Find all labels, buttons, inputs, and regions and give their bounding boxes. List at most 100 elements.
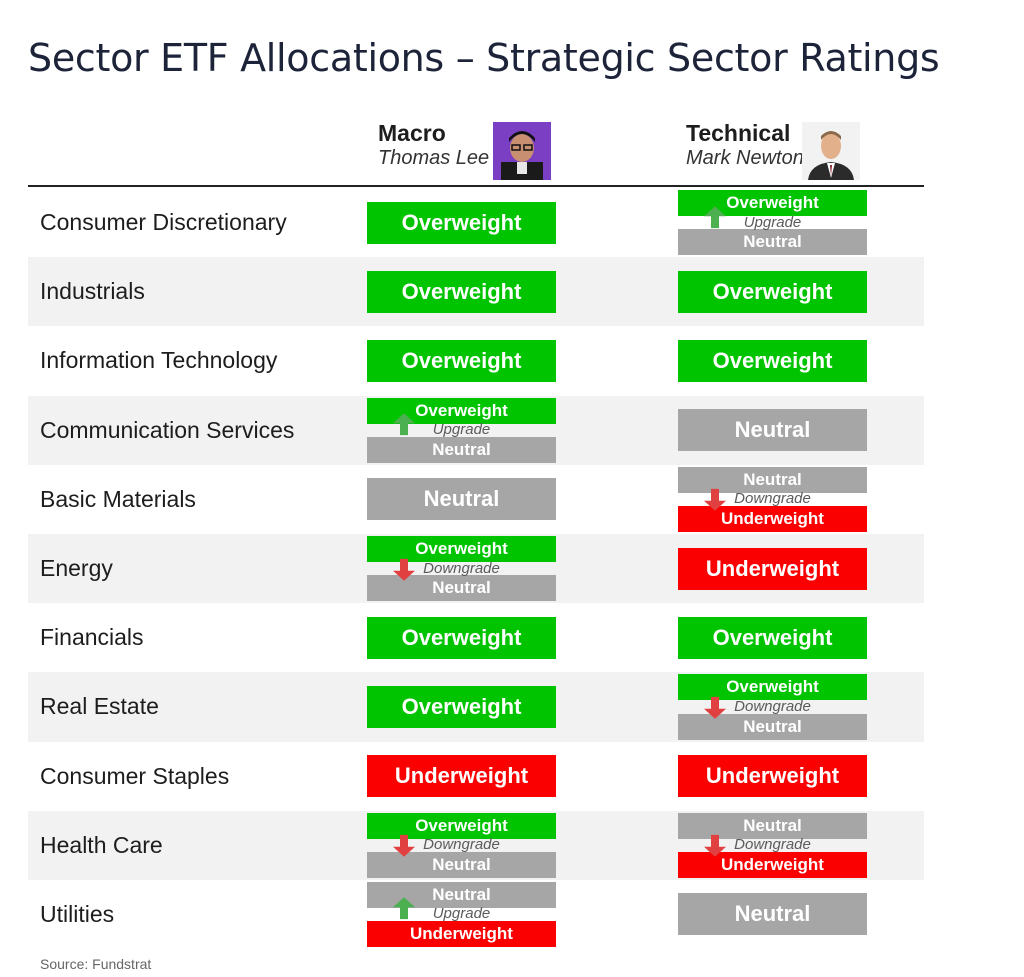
macro-rating-bottom: Neutral: [367, 575, 556, 602]
technical-rating-badge: Overweight: [678, 270, 867, 313]
macro-rating-badge: Overweight: [367, 339, 556, 382]
sector-label: Financials: [40, 624, 144, 651]
macro-rating-cell: Overweight: [367, 603, 556, 672]
technical-rating-bottom: Underweight: [678, 851, 867, 878]
sector-label: Health Care: [40, 831, 163, 858]
sector-label: Communication Services: [40, 416, 295, 443]
macro-rating-cell: Overweight Neutral Downgrade: [367, 811, 556, 880]
technical-rating-cell: Neutral Underweight Downgrade: [678, 465, 867, 534]
technical-rating-badge: Neutral: [678, 409, 867, 452]
macro-rating-cell: Neutral: [367, 465, 556, 534]
technical-rating-cell: Overweight: [678, 326, 867, 395]
technical-rating-cell: Underweight: [678, 534, 867, 603]
table-row: Energy Overweight Neutral Downgrade Underwei…: [28, 533, 924, 604]
arrow-down-icon: [704, 835, 726, 862]
arrow-down-icon: [393, 558, 415, 585]
technical-rating-bottom: Neutral: [678, 229, 867, 256]
macro-rating-badge: Overweight: [367, 685, 556, 728]
macro-rating-cell: Overweight Neutral Upgrade: [367, 396, 556, 465]
macro-rating-change: Downgrade: [423, 836, 500, 854]
arrow-up-icon: [393, 897, 415, 925]
arrow-up-icon: [393, 413, 415, 440]
macro-column-title: Macro: [378, 120, 446, 146]
technical-rating-change: Downgrade: [734, 490, 811, 508]
macro-rating-cell: Overweight Neutral Downgrade: [367, 534, 556, 603]
technical-rating-top: Overweight: [678, 674, 867, 701]
technical-rating-bottom: Underweight: [678, 505, 867, 532]
table-row: Health Care Overweight Neutral Downgrade Neu…: [28, 810, 924, 880]
macro-rating-cell: Overweight: [367, 188, 556, 257]
macro-rating-cell: Underweight: [367, 742, 556, 811]
macro-rating-bottom: Underweight: [367, 921, 556, 948]
table-row: Communication Services Overweight Neutral U…: [28, 395, 924, 465]
table-row: Consumer Staples Underweight Underweight: [28, 742, 924, 811]
technical-rating-cell: Underweight: [678, 742, 867, 811]
technical-rating-change: Downgrade: [734, 836, 811, 854]
technical-rating-bottom: Neutral: [678, 713, 867, 740]
table-row: Financials Overweight Overweight: [28, 603, 924, 672]
ratings-table: Consumer Discretionary Overweight Overweig…: [28, 188, 924, 949]
macro-column-header: Macro Thomas Lee: [378, 120, 558, 182]
macro-rating-cell: Overweight: [367, 672, 556, 741]
macro-rating-badge: Neutral: [367, 478, 556, 521]
table-row: Consumer Discretionary Overweight Overweig…: [28, 188, 924, 257]
sector-label: Basic Materials: [40, 485, 196, 512]
technical-rating-badge: Overweight: [678, 339, 867, 382]
source-note: Source: Fundstrat: [40, 956, 152, 972]
sector-label: Real Estate: [40, 693, 159, 720]
technical-rating-cell: Overweight: [678, 257, 867, 326]
technical-rating-top: Neutral: [678, 466, 867, 493]
technical-rating-top: Overweight: [678, 190, 867, 216]
arrow-down-icon: [704, 696, 726, 724]
sector-label: Utilities: [40, 900, 115, 927]
technical-rating-top: Neutral: [678, 812, 867, 839]
macro-rating-change: Downgrade: [423, 559, 500, 577]
table-row: Information Technology Overweight Overweig…: [28, 326, 924, 395]
technical-rating-cell: Neutral: [678, 396, 867, 465]
macro-rating-cell: Overweight: [367, 326, 556, 395]
sector-label: Industrials: [40, 278, 145, 305]
arrow-down-icon: [393, 835, 415, 862]
technical-rating-badge: Underweight: [678, 547, 867, 590]
sector-label: Information Technology: [40, 347, 278, 374]
table-row: Basic Materials Neutral Neutral Underweight…: [28, 465, 924, 534]
technical-analyst-name: Mark Newton: [686, 147, 804, 169]
technical-rating-cell: Overweight Neutral Upgrade: [678, 188, 867, 257]
technical-rating-badge: Underweight: [678, 755, 867, 798]
technical-rating-cell: Neutral Underweight Downgrade: [678, 811, 867, 880]
table-row: Industrials Overweight Overweight: [28, 257, 924, 327]
macro-rating-top: Overweight: [367, 812, 556, 839]
arrow-down-icon: [704, 489, 726, 516]
macro-rating-change: Upgrade: [432, 905, 491, 923]
technical-column-title: Technical: [686, 120, 791, 146]
macro-rating-cell: Overweight: [367, 257, 556, 326]
macro-rating-badge: Underweight: [367, 755, 556, 798]
macro-rating-bottom: Neutral: [367, 436, 556, 463]
technical-rating-badge: Neutral: [678, 893, 867, 936]
page-title: Sector ETF Allocations – Strategic Secto…: [28, 36, 940, 80]
macro-rating-badge: Overweight: [367, 616, 556, 659]
table-row: Utilities Neutral Underweight Upgrade Neutra…: [28, 880, 924, 949]
technical-rating-change: Downgrade: [734, 697, 811, 715]
sector-label: Energy: [40, 555, 113, 582]
macro-rating-badge: Overweight: [367, 270, 556, 313]
macro-analyst-name: Thomas Lee: [378, 147, 490, 169]
technical-rating-change: Upgrade: [743, 213, 802, 231]
technical-analyst-avatar: [802, 122, 860, 180]
technical-rating-cell: Neutral: [678, 880, 867, 949]
technical-rating-cell: Overweight Neutral Downgrade: [678, 672, 867, 741]
macro-rating-change: Upgrade: [432, 421, 491, 439]
arrow-up-icon: [704, 205, 726, 233]
header-rule: [28, 185, 924, 187]
macro-analyst-avatar: [493, 122, 551, 180]
macro-rating-cell: Neutral Underweight Upgrade: [367, 880, 556, 949]
macro-rating-badge: Overweight: [367, 201, 556, 244]
sector-label: Consumer Discretionary: [40, 209, 287, 236]
technical-rating-cell: Overweight: [678, 603, 867, 672]
sector-label: Consumer Staples: [40, 762, 230, 789]
technical-column-header: Technical Mark Newton: [686, 120, 866, 182]
table-row: Real Estate Overweight Overweight Neutral Do…: [28, 672, 924, 742]
macro-rating-top: Overweight: [367, 535, 556, 562]
macro-rating-bottom: Neutral: [367, 851, 556, 878]
technical-rating-badge: Overweight: [678, 616, 867, 659]
